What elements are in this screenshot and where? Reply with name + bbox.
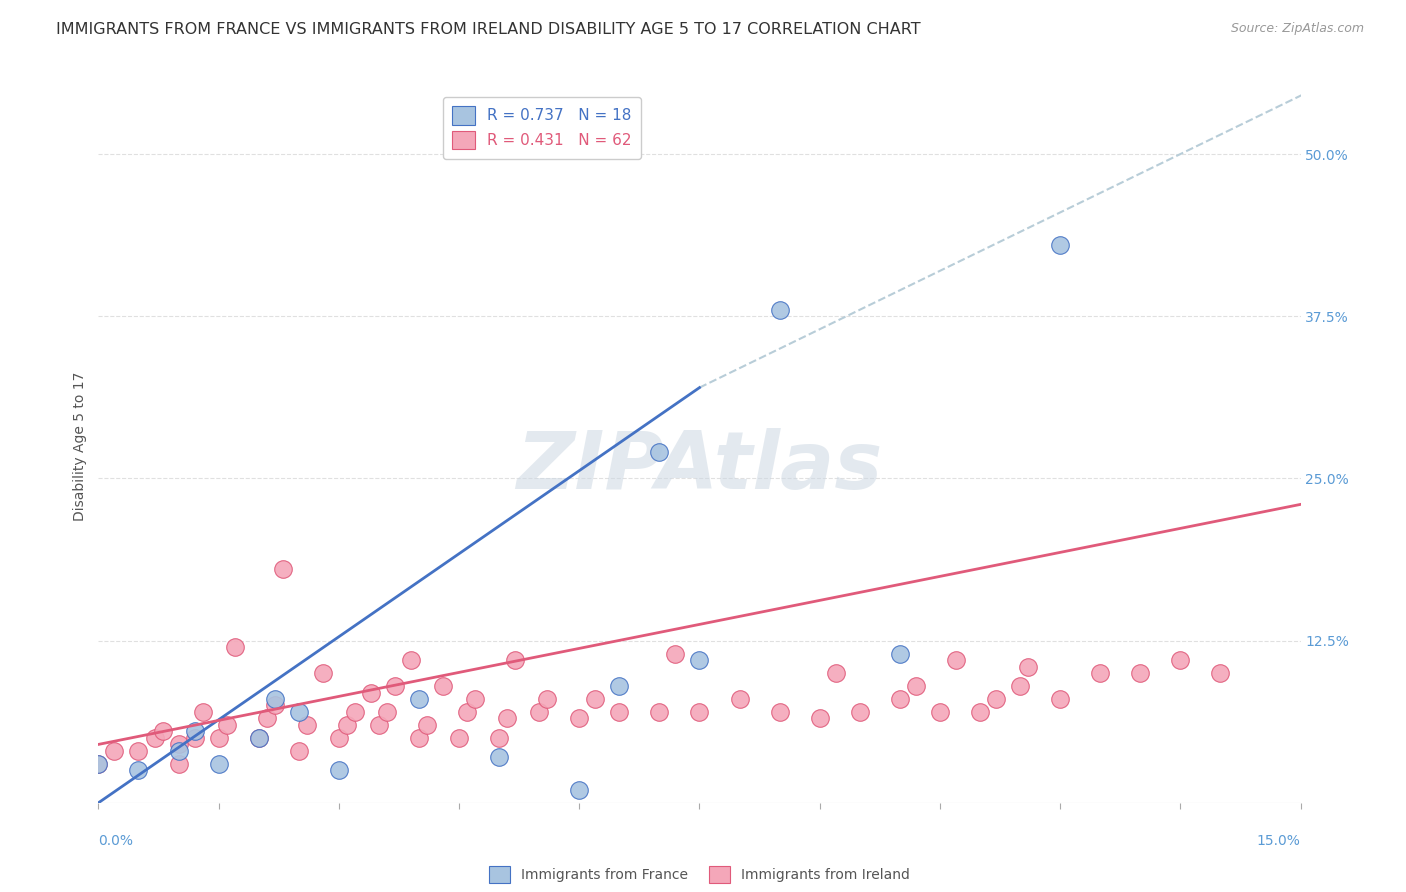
Point	[609, 705, 631, 719]
Text: Source: ZipAtlas.com: Source: ZipAtlas.com	[1230, 22, 1364, 36]
Point	[343, 705, 366, 719]
Point	[889, 647, 911, 661]
Point	[536, 692, 558, 706]
Point	[312, 666, 335, 681]
Point	[167, 738, 190, 752]
Point	[728, 692, 751, 706]
Point	[152, 724, 174, 739]
Point	[271, 562, 294, 576]
Point	[648, 705, 671, 719]
Point	[247, 731, 270, 745]
Point	[447, 731, 470, 745]
Text: 0.0%: 0.0%	[98, 834, 134, 848]
Point	[609, 679, 631, 693]
Point	[664, 647, 686, 661]
Point	[1010, 679, 1032, 693]
Point	[769, 705, 792, 719]
Point	[464, 692, 486, 706]
Point	[583, 692, 606, 706]
Point	[416, 718, 439, 732]
Point	[183, 724, 205, 739]
Point	[984, 692, 1007, 706]
Point	[689, 653, 711, 667]
Point	[849, 705, 872, 719]
Point	[488, 731, 510, 745]
Legend: Immigrants from France, Immigrants from Ireland: Immigrants from France, Immigrants from …	[484, 861, 915, 888]
Point	[263, 698, 285, 713]
Point	[128, 744, 150, 758]
Point	[360, 685, 382, 699]
Point	[529, 705, 551, 719]
Text: IMMIGRANTS FROM FRANCE VS IMMIGRANTS FROM IRELAND DISABILITY AGE 5 TO 17 CORRELA: IMMIGRANTS FROM FRANCE VS IMMIGRANTS FRO…	[56, 22, 921, 37]
Point	[191, 705, 214, 719]
Point	[503, 653, 526, 667]
Point	[215, 718, 238, 732]
Point	[328, 731, 350, 745]
Point	[568, 782, 591, 797]
Point	[904, 679, 927, 693]
Point	[929, 705, 952, 719]
Point	[648, 445, 671, 459]
Point	[336, 718, 359, 732]
Point	[87, 756, 110, 771]
Point	[1017, 659, 1039, 673]
Point	[496, 711, 519, 725]
Y-axis label: Disability Age 5 to 17: Disability Age 5 to 17	[73, 371, 87, 521]
Point	[1170, 653, 1192, 667]
Point	[808, 711, 831, 725]
Point	[247, 731, 270, 745]
Point	[263, 692, 285, 706]
Point	[689, 705, 711, 719]
Point	[568, 711, 591, 725]
Point	[769, 302, 792, 317]
Point	[103, 744, 125, 758]
Point	[167, 744, 190, 758]
Point	[224, 640, 246, 654]
Point	[328, 764, 350, 778]
Point	[1209, 666, 1232, 681]
Point	[384, 679, 406, 693]
Point	[399, 653, 422, 667]
Point	[488, 750, 510, 764]
Point	[87, 756, 110, 771]
Point	[432, 679, 454, 693]
Point	[1088, 666, 1111, 681]
Point	[288, 705, 311, 719]
Point	[1049, 238, 1071, 252]
Point	[408, 692, 430, 706]
Text: ZIPAtlas: ZIPAtlas	[516, 428, 883, 507]
Point	[143, 731, 166, 745]
Point	[208, 756, 231, 771]
Point	[256, 711, 278, 725]
Point	[128, 764, 150, 778]
Point	[208, 731, 231, 745]
Text: 15.0%: 15.0%	[1257, 834, 1301, 848]
Point	[288, 744, 311, 758]
Point	[183, 731, 205, 745]
Point	[969, 705, 991, 719]
Point	[456, 705, 478, 719]
Point	[945, 653, 967, 667]
Point	[368, 718, 391, 732]
Point	[167, 756, 190, 771]
Point	[295, 718, 318, 732]
Point	[375, 705, 398, 719]
Point	[889, 692, 911, 706]
Point	[1049, 692, 1071, 706]
Point	[824, 666, 846, 681]
Point	[408, 731, 430, 745]
Point	[1129, 666, 1152, 681]
